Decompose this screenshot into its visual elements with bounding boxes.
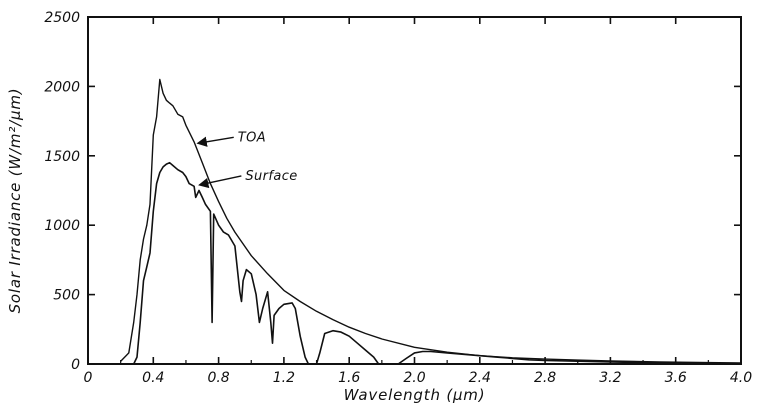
annotation-arrow-toa — [196, 136, 234, 147]
x-tick-label: 0.4 — [142, 370, 164, 386]
annotation-label-toa: TOA — [238, 130, 266, 145]
y-tick-label: 1000 — [44, 218, 80, 234]
x-tick-label: 1.6 — [338, 370, 360, 386]
x-tick-label: 0 — [84, 370, 93, 386]
y-tick-label: 2000 — [44, 79, 80, 95]
x-tick-label: 1.2 — [273, 370, 295, 386]
x-tick-label: 2.4 — [469, 370, 491, 386]
x-tick-label: 2.8 — [534, 370, 556, 386]
series-layer — [120, 78, 742, 365]
x-tick-label: 2.0 — [403, 370, 425, 386]
annotation-arrow-surface — [198, 175, 242, 189]
y-axis-title: Solar Irradiance (W/m²/µm) — [6, 88, 24, 314]
x-tick-label: 0.8 — [207, 370, 229, 386]
y-tick-label: 0 — [71, 357, 80, 373]
x-tick-label: 4.0 — [730, 370, 752, 386]
y-tick-label: 500 — [53, 288, 80, 304]
x-tick-label: 3.6 — [665, 370, 687, 386]
annotation-layer: TOA Surface — [196, 130, 297, 189]
x-axis-title: Wavelength (µm) — [344, 386, 486, 404]
x-tick-label: 3.2 — [599, 370, 621, 386]
y-tick-label: 2500 — [44, 10, 80, 26]
annotation-label-surface: Surface — [245, 169, 297, 184]
series-line-surface — [132, 161, 742, 365]
tick-labels: 0 0.4 0.8 1.2 1.6 2.0 2.4 2.8 3.2 3.6 4.0 0 500 1000 1… — [44, 10, 752, 386]
y-tick-label: 1500 — [44, 149, 80, 165]
